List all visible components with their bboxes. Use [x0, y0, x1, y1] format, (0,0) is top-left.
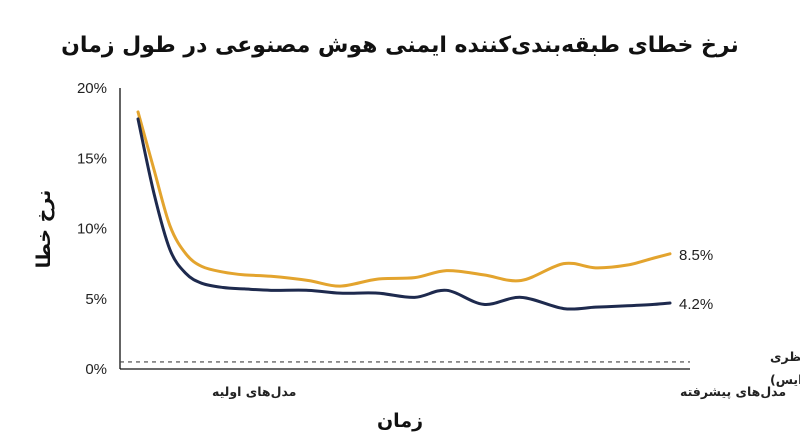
y-axis-title: نرخ خطا: [33, 190, 55, 269]
y-tick-labels: 0% 5% 10% 15% 20%: [77, 80, 107, 378]
series-line-0: [136, 110, 672, 288]
end-labels: 8.5% 4.2%: [679, 247, 713, 313]
y-tick-label: 20%: [77, 80, 107, 97]
x-axis-title: زمان: [377, 410, 423, 432]
x-tick-label-advanced-models: مدل‌های پیشرفته: [680, 384, 786, 399]
series-group: [136, 110, 672, 311]
y-tick-label: 5%: [85, 291, 107, 308]
series-end-label-0: 8.5%: [679, 247, 713, 264]
y-tick-label: 0%: [85, 361, 107, 378]
y-tick-label: 15%: [77, 150, 107, 167]
x-tick-label-early-models: مدل‌های اولیه: [212, 384, 296, 399]
series-line-1: [136, 117, 672, 311]
y-tick-label: 10%: [77, 221, 107, 238]
series-end-label-1: 4.2%: [679, 296, 713, 313]
chart-title: نرخ خطای طبقه‌بندی‌کننده ایمنی هوش مصنوع…: [61, 33, 739, 58]
reference-label-line2: (قضیه رایس): [770, 372, 800, 387]
reference-label-line1: حد نظری: [770, 349, 800, 364]
